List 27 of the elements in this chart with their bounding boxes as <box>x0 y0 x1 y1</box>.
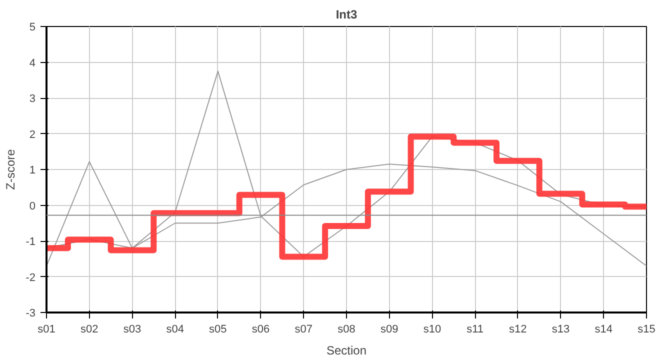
y-tick-label: 5 <box>29 22 36 34</box>
y-tick-label: -3 <box>26 308 36 320</box>
y-tick-label: 4 <box>29 57 36 70</box>
x-tick-label: s10 <box>423 324 442 336</box>
y-axis-title: Z-score <box>4 148 18 190</box>
x-tick-label: s03 <box>123 324 142 336</box>
x-tick-label: s02 <box>80 324 98 336</box>
x-tick-label: s08 <box>338 324 356 336</box>
y-tick-label: 1 <box>29 164 36 176</box>
x-tick-label: s14 <box>594 324 613 336</box>
x-tick-label: s09 <box>380 324 398 336</box>
x-tick-label: s13 <box>552 324 570 336</box>
x-tick-label: s15 <box>638 324 656 336</box>
x-tick-label: s04 <box>166 324 184 336</box>
x-tick-label: s06 <box>252 324 270 336</box>
x-tick-label: s11 <box>466 324 484 336</box>
chart-title: Int3 <box>336 8 358 22</box>
x-tick-label: s12 <box>509 324 527 336</box>
y-tick-label: 2 <box>29 128 36 141</box>
y-tick-label: 3 <box>29 93 36 105</box>
x-tick-label: s01 <box>38 324 56 336</box>
y-tick-label: 0 <box>29 200 36 212</box>
x-tick-label: s07 <box>294 324 313 336</box>
y-tick-label: -2 <box>26 272 36 284</box>
x-axis-title: Section <box>326 344 367 358</box>
x-tick-label: s05 <box>209 324 227 336</box>
y-tick-label: -1 <box>26 236 36 248</box>
